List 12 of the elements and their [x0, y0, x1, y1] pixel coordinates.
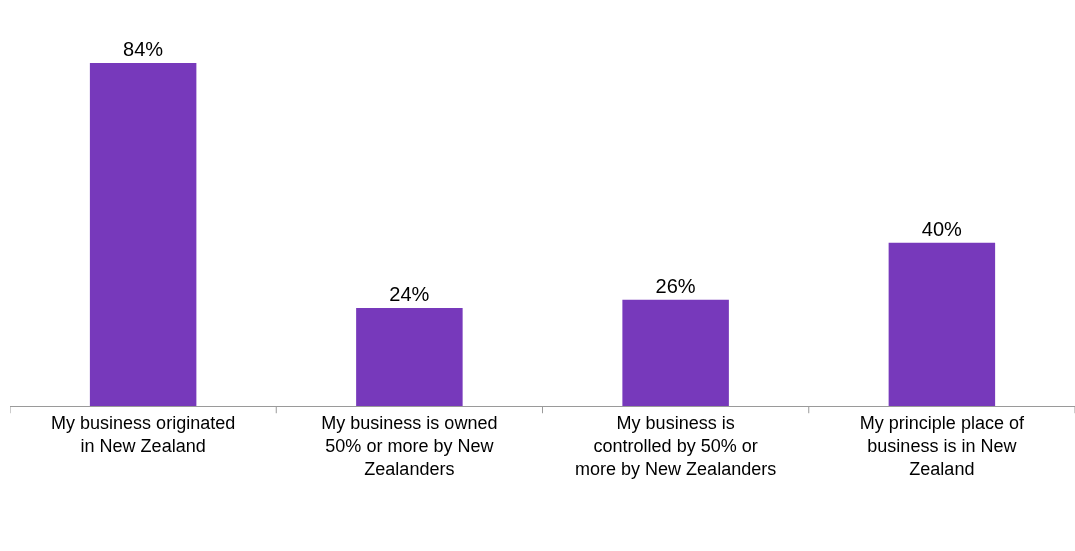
x-tick-label: My principle place of business is in New Zealand	[859, 412, 1025, 480]
x-tick-label: My business is controlled by 50% or more by New Zealanders	[575, 412, 777, 480]
x-tick-label: My business is owned 50% or more by New Zealanders	[321, 412, 498, 480]
bar	[888, 242, 996, 406]
x-tick-label: My business originated in New Zealand	[51, 412, 236, 456]
data-label: 24%	[389, 283, 430, 306]
data-label: 84%	[123, 38, 164, 61]
bar	[89, 63, 197, 406]
data-label: 26%	[655, 274, 696, 297]
data-label: 40%	[921, 217, 962, 240]
bar	[356, 308, 463, 406]
bar	[622, 299, 729, 406]
